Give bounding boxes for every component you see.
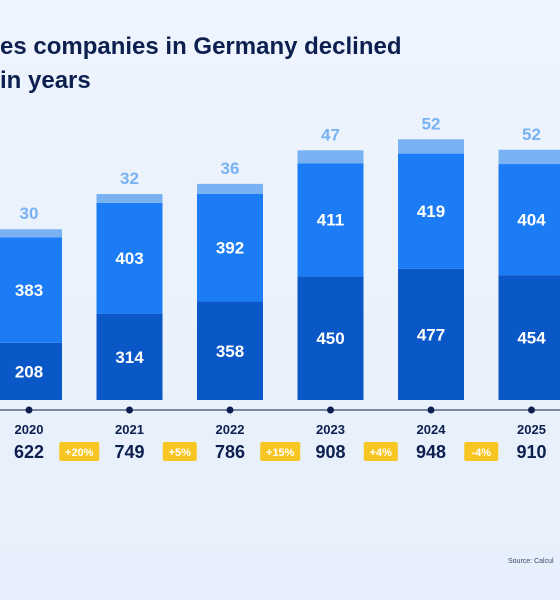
change-badge [162, 442, 197, 461]
total-label: 908 [315, 442, 345, 462]
bar-top-value-label: 32 [120, 169, 139, 188]
bar-value-label: 450 [316, 329, 344, 348]
bar-segment [398, 268, 464, 400]
bar-segment [398, 153, 464, 269]
bar-value-label: 477 [417, 325, 445, 344]
change-badge-label: +4% [370, 447, 393, 459]
bar-value-label: 208 [15, 362, 43, 381]
bar-segment [297, 276, 364, 400]
x-tick-label: 2024 [417, 422, 447, 437]
bar-segment [197, 301, 263, 400]
x-tick-label: 2025 [517, 422, 546, 437]
change-badge-label: +5% [169, 447, 192, 459]
change-badge [59, 442, 100, 461]
bar-segment [96, 313, 163, 400]
bar-value-label: 314 [115, 348, 144, 367]
total-label: 910 [516, 442, 546, 462]
bar-segment [96, 202, 163, 314]
bar-segment [0, 342, 62, 400]
x-tick-label: 2023 [316, 422, 345, 437]
x-tick-label: 2021 [115, 422, 144, 437]
change-badge [464, 442, 499, 461]
source-note: Source: Calcul [508, 558, 554, 565]
change-badge-label: -4% [471, 447, 491, 459]
bar-value-label: 411 [317, 211, 344, 230]
bar-segment [498, 149, 560, 165]
bar-segment [498, 164, 560, 276]
bar-value-label: 383 [15, 281, 43, 300]
bar-segment [197, 193, 263, 302]
bar-segment [0, 237, 62, 343]
axis-tick-dot [226, 406, 234, 414]
change-badge [260, 442, 301, 461]
axis-tick-dot [427, 406, 435, 414]
axis-tick-dot [126, 406, 133, 414]
total-label: 622 [14, 442, 44, 462]
bar-segment [398, 139, 464, 154]
bar-segment [297, 150, 364, 164]
change-badge [363, 442, 398, 461]
bar-segment [0, 229, 62, 238]
total-label: 786 [215, 442, 245, 462]
x-tick-label: 2020 [15, 422, 44, 437]
bar-segment [197, 183, 263, 194]
bar-value-label: 454 [517, 329, 546, 348]
bar-segment [498, 275, 560, 400]
total-label: 948 [416, 442, 446, 462]
bar-value-label: 403 [115, 249, 143, 268]
bar-value-label: 404 [517, 211, 546, 230]
bar-segment [297, 163, 364, 277]
x-tick-label: 2022 [216, 422, 245, 437]
axis-tick-dot [25, 406, 33, 414]
bar-segment [96, 194, 163, 203]
bar-top-value-label: 30 [20, 204, 39, 223]
bar-value-label: 358 [216, 342, 244, 361]
chart-title: es companies in Germany declined in year… [0, 33, 402, 94]
axis-tick-dot [528, 406, 535, 414]
bar-value-label: 392 [216, 239, 244, 258]
bar-top-value-label: 52 [522, 125, 541, 144]
bar-top-value-label: 36 [221, 159, 240, 178]
bar-top-value-label: 52 [422, 114, 441, 133]
bar-top-value-label: 47 [321, 125, 340, 144]
change-badge-label: +20% [65, 447, 94, 459]
total-label: 749 [114, 442, 144, 462]
bar-value-label: 419 [417, 202, 445, 221]
change-badge-label: +15% [266, 447, 295, 459]
axis-tick-dot [327, 406, 334, 414]
